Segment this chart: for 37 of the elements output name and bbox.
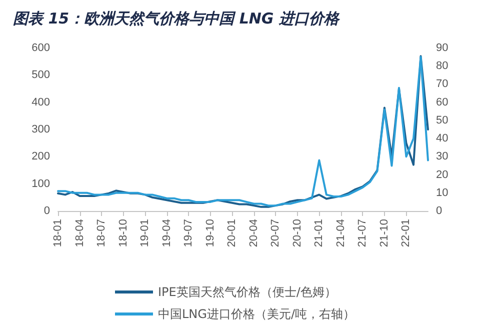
x-tick-label: 19-10 — [204, 219, 216, 248]
x-tick-label: 19-07 — [182, 219, 195, 248]
x-tick-label: 19-04 — [160, 219, 173, 248]
y2-tick-label: 20 — [436, 168, 448, 181]
y-tick-label: 300 — [32, 124, 50, 136]
y2-tick-label: 70 — [436, 78, 448, 90]
y2-tick-label: 40 — [436, 132, 448, 145]
y2-tick-label: 30 — [436, 150, 448, 163]
x-tick-label: 22-01 — [400, 219, 412, 248]
x-tick-label: 20-01 — [226, 219, 238, 248]
x-tick-label: 21-01 — [313, 219, 326, 248]
legend-label: IPE英国天然气价格（便士/色姆） — [158, 285, 336, 299]
y-tick-label: 600 — [32, 42, 50, 54]
x-tick-label: 18-04 — [74, 219, 86, 248]
x-tick-label: 20-10 — [291, 219, 304, 248]
y2-tick-label: 60 — [436, 96, 448, 108]
x-tick-label: 19-01 — [139, 219, 152, 248]
y2-tick-label: 50 — [436, 114, 448, 126]
x-tick-label: 18-10 — [117, 219, 130, 248]
x-tick-label: 18-07 — [96, 219, 108, 248]
y-tick-label: 100 — [32, 178, 50, 190]
legend-label: 中国LNG进口价格（美元/吨，右轴） — [158, 307, 356, 321]
x-tick-label: 20-04 — [248, 219, 260, 248]
x-tick-label: 21-07 — [356, 219, 369, 248]
y-tick-label: 500 — [32, 69, 50, 82]
y-tick-label: 200 — [32, 150, 50, 163]
y2-tick-label: 0 — [436, 205, 442, 217]
x-tick-label: 21-04 — [334, 219, 347, 248]
y2-tick-label: 90 — [436, 42, 448, 54]
x-tick-label: 18-01 — [52, 219, 64, 248]
x-tick-label: 21-10 — [378, 219, 390, 248]
chart-title: 图表 15：欧洲天然气价格与中国 LNG 进口价格 — [13, 10, 341, 28]
y-tick-label: 400 — [32, 96, 50, 108]
y-tick-label: 0 — [44, 205, 50, 217]
x-tick-label: 20-07 — [270, 219, 282, 248]
y2-tick-label: 80 — [436, 60, 448, 72]
y2-tick-label: 10 — [436, 186, 448, 199]
